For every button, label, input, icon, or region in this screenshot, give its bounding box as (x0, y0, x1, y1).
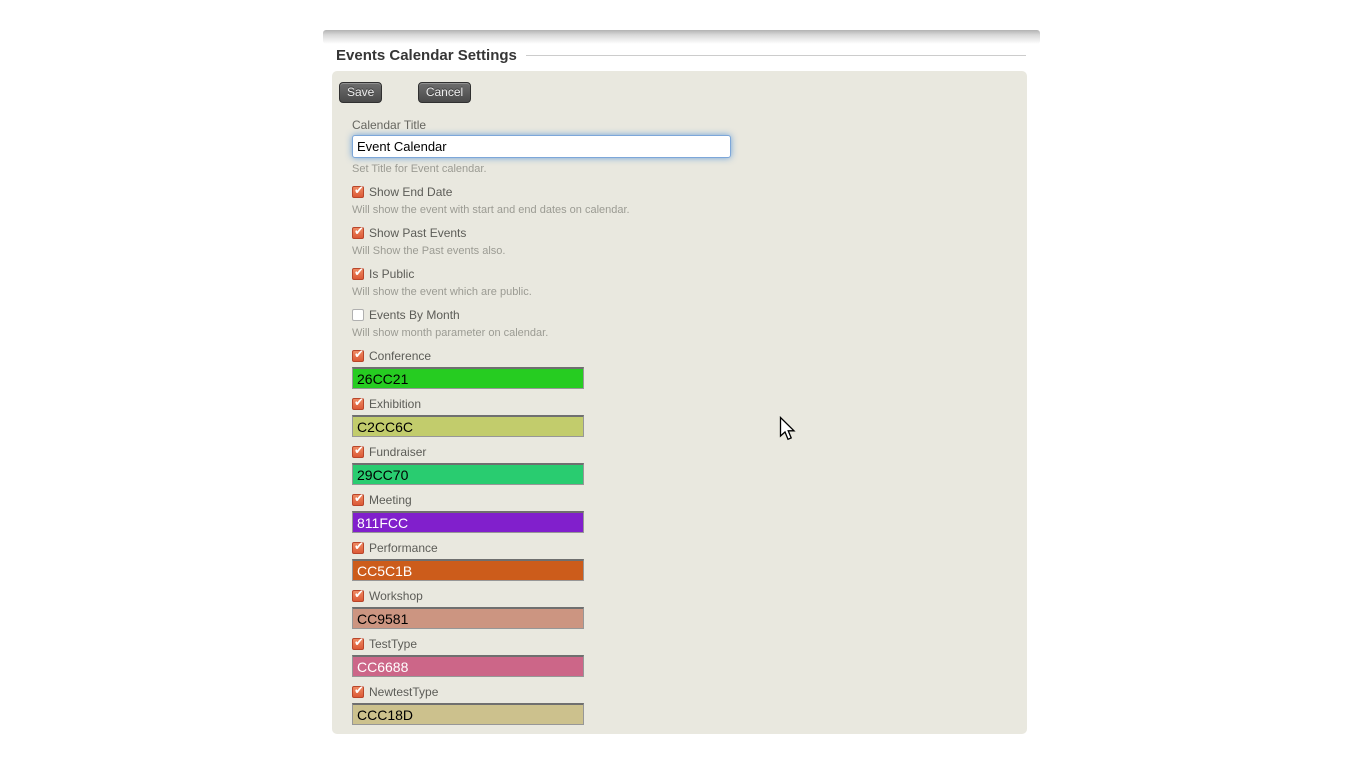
checkbox-help: Will show month parameter on calendar. (352, 327, 549, 339)
event-type-field: Meeting (352, 491, 1027, 533)
event-type-field: Conference (352, 347, 1027, 389)
event-type-field: Performance (352, 539, 1027, 581)
cancel-button[interactable]: Cancel (417, 82, 472, 103)
event-type-checkbox-row[interactable]: NewtestType (352, 683, 1027, 699)
checkbox[interactable] (352, 443, 364, 458)
event-type-field: Fundraiser (352, 443, 1027, 485)
event-type-color-input[interactable] (352, 463, 584, 485)
event-type-color-input[interactable] (352, 655, 584, 677)
event-type-label: One_more_event_type (369, 733, 491, 734)
checkbox-label: Events By Month (369, 308, 460, 322)
checkbox-row[interactable]: Show End Date (352, 183, 1027, 199)
event-type-checkbox-row[interactable]: Conference (352, 347, 1027, 363)
page-title: Events Calendar Settings (336, 46, 517, 64)
event-type-label: Fundraiser (369, 445, 427, 459)
page-top-gradient (323, 30, 1040, 44)
event-type-label: TestType (369, 637, 418, 651)
settings-panel: Save Cancel Calendar Title Set Title for… (332, 71, 1027, 734)
title-divider (525, 54, 1026, 56)
checkbox[interactable] (352, 309, 364, 321)
event-type-color-input[interactable] (352, 415, 584, 437)
checkbox[interactable] (352, 395, 364, 410)
checkbox[interactable] (352, 347, 364, 362)
event-type-field: TestType (352, 635, 1027, 677)
event-type-field: One_more_event_type (352, 731, 1027, 734)
checkbox[interactable] (352, 265, 364, 280)
settings-page: Events Calendar Settings Save Cancel Cal… (323, 30, 1040, 734)
event-type-checkbox-row[interactable]: Fundraiser (352, 443, 1027, 459)
event-type-label: Workshop (369, 589, 423, 603)
event-type-label: NewtestType (369, 685, 439, 699)
checkbox-row[interactable]: Show Past Events (352, 224, 1027, 240)
checkbox-help: Will show the event which are public. (352, 286, 532, 298)
event-type-checkbox-row[interactable]: Exhibition (352, 395, 1027, 411)
checkbox-label: Show Past Events (369, 226, 467, 240)
checkbox[interactable] (352, 224, 364, 239)
event-type-field: Exhibition (352, 395, 1027, 437)
event-type-color-input[interactable] (352, 367, 584, 389)
checkbox[interactable] (352, 491, 364, 506)
buttons-row: Save Cancel (339, 82, 1027, 103)
checkbox-field: Show Past Events Will Show the Past even… (352, 224, 1027, 257)
event-type-label: Conference (369, 349, 432, 363)
event-type-color-input[interactable] (352, 511, 584, 533)
page-header: Events Calendar Settings (336, 46, 1026, 64)
event-type-color-input[interactable] (352, 559, 584, 581)
event-type-label: Meeting (369, 493, 412, 507)
event-type-checkbox-row[interactable]: TestType (352, 635, 1027, 651)
event-type-checkbox-row[interactable]: Performance (352, 539, 1027, 555)
checkbox-row[interactable]: Events By Month (352, 308, 1027, 322)
checkbox[interactable] (352, 183, 364, 198)
checkbox-label: Show End Date (369, 185, 453, 199)
event-type-checkbox-row[interactable]: Meeting (352, 491, 1027, 507)
event-type-checkbox-row[interactable]: One_more_event_type (352, 731, 1027, 734)
calendar-title-input[interactable] (352, 135, 731, 158)
checkbox[interactable] (352, 587, 364, 602)
event-type-field: Workshop (352, 587, 1027, 629)
event-type-label: Performance (369, 541, 438, 555)
checkbox-help: Will Show the Past events also. (352, 245, 506, 257)
calendar-title-help: Set Title for Event calendar. (352, 163, 487, 175)
event-type-color-input[interactable] (352, 607, 584, 629)
checkbox-field: Events By Month Will show month paramete… (352, 308, 1027, 339)
checkbox[interactable] (352, 635, 364, 650)
checkbox-help: Will show the event with start and end d… (352, 204, 630, 216)
event-type-checkbox-row[interactable]: Workshop (352, 587, 1027, 603)
event-type-field: NewtestType (352, 683, 1027, 725)
calendar-title-label: Calendar Title (352, 118, 427, 132)
checkbox-label: Is Public (369, 267, 415, 281)
checkbox[interactable] (352, 683, 364, 698)
checkbox-options-list: Show End Date Will show the event with s… (339, 183, 1027, 339)
checkbox-row[interactable]: Is Public (352, 265, 1027, 281)
event-type-color-input[interactable] (352, 703, 584, 725)
checkbox-field: Show End Date Will show the event with s… (352, 183, 1027, 216)
checkbox[interactable] (352, 539, 364, 554)
event-type-list: Conference Exhibition Fundraiser Meeting… (339, 347, 1027, 734)
event-type-label: Exhibition (369, 397, 422, 411)
checkbox-field: Is Public Will show the event which are … (352, 265, 1027, 298)
save-button[interactable]: Save (339, 82, 383, 103)
